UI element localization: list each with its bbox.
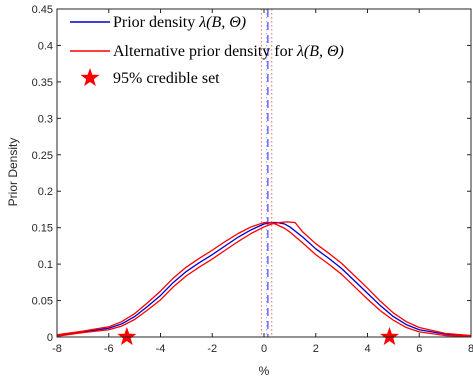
x-tick-label: 0	[261, 343, 267, 355]
y-tick-label: 0.15	[32, 223, 53, 235]
y-axis-label: Prior Density	[6, 138, 20, 207]
x-tick-label: 4	[364, 343, 370, 355]
credible-set-markers	[117, 327, 399, 346]
plot-area	[57, 9, 471, 337]
series-line-3	[56, 221, 472, 337]
legend-label-alternative: Alternative prior density for λ(B, Θ)	[113, 43, 344, 60]
x-tick-label: -4	[156, 343, 166, 355]
y-tick-label: 0	[47, 332, 53, 344]
x-tick-label: -6	[104, 343, 114, 355]
x-tick-label: -8	[52, 343, 62, 355]
y-tick-label: 0.4	[38, 40, 53, 52]
legend: Prior density λ(B, Θ) Alternative prior …	[70, 14, 344, 87]
credible-set-star-2	[379, 327, 399, 346]
legend-star-marker	[80, 68, 100, 87]
x-tick-label: 6	[416, 343, 422, 355]
y-tick-label: 0.2	[38, 186, 53, 198]
plot-background	[57, 9, 471, 337]
y-tick-label: 0.45	[32, 4, 53, 16]
y-tick-label: 0.35	[32, 77, 53, 89]
x-tick-label: -2	[207, 343, 217, 355]
x-tick-label: 8	[468, 343, 473, 355]
axis-ticks: -8 -6 -4 -2 0 2 4 6 8 0 0.05 0.1 0.15 0.2 0.25 0.3 0.35 0…	[32, 4, 473, 355]
x-tick-label: 2	[313, 343, 319, 355]
series-line-2	[56, 221, 472, 337]
y-tick-label: 0.25	[32, 150, 53, 162]
x-axis-label: %	[259, 364, 270, 378]
y-tick-label: 0.1	[38, 259, 53, 271]
y-tick-label: 0.3	[38, 113, 53, 125]
legend-label-credible-set: 95% credible set	[113, 70, 220, 87]
series-layer	[56, 221, 472, 337]
legend-label-prior: Prior density λ(B, Θ)	[113, 14, 246, 31]
vertical-reference-lines	[260, 9, 273, 337]
y-tick-label: 0.05	[32, 296, 53, 308]
credible-set-star-1	[117, 327, 137, 346]
